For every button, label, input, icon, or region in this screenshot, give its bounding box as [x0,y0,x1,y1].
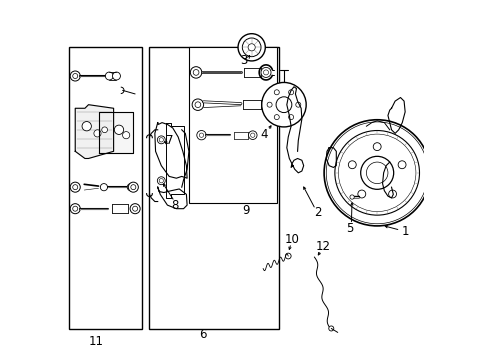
Bar [188,47,276,203]
Circle shape [112,72,120,80]
Circle shape [102,127,107,133]
Circle shape [122,132,129,139]
Text: 11: 11 [88,335,103,348]
Text: 10: 10 [285,233,299,246]
Circle shape [261,67,270,77]
Circle shape [196,131,206,140]
Circle shape [159,138,163,142]
Circle shape [100,184,107,191]
Circle shape [250,133,254,137]
Circle shape [193,69,199,75]
Circle shape [285,253,290,259]
Bar [69,47,142,329]
Polygon shape [75,105,113,158]
Text: 8: 8 [170,199,178,212]
Circle shape [128,182,138,192]
Circle shape [360,156,393,189]
Circle shape [248,131,257,139]
Circle shape [132,206,137,211]
Circle shape [159,179,163,183]
Circle shape [388,190,396,198]
Polygon shape [99,112,133,153]
Text: 4: 4 [260,127,267,141]
Circle shape [274,90,279,95]
Circle shape [263,70,268,75]
Circle shape [264,103,269,107]
Circle shape [114,125,123,134]
Circle shape [192,99,203,111]
Circle shape [295,102,300,107]
Circle shape [157,136,165,144]
Circle shape [157,177,165,185]
Circle shape [334,131,419,215]
Bar [149,47,278,329]
Circle shape [288,90,293,95]
Circle shape [242,38,261,57]
Circle shape [130,204,140,214]
Circle shape [73,73,78,78]
Circle shape [247,44,255,51]
Circle shape [262,100,271,109]
Text: 2: 2 [314,207,321,220]
Text: 3: 3 [239,54,246,67]
Circle shape [73,206,78,211]
Circle shape [105,72,113,80]
Text: 7: 7 [166,134,173,147]
Circle shape [94,130,101,137]
Circle shape [70,204,80,214]
Circle shape [288,114,293,120]
Circle shape [366,162,387,184]
Text: 5: 5 [345,222,352,235]
Text: 1: 1 [401,225,408,238]
Circle shape [357,190,365,198]
Circle shape [190,67,202,78]
Circle shape [276,97,291,113]
Circle shape [70,182,80,192]
Circle shape [328,326,333,331]
Circle shape [238,34,265,61]
Circle shape [261,82,305,127]
Circle shape [324,120,429,226]
Circle shape [325,122,427,224]
Text: 9: 9 [242,204,249,217]
Circle shape [338,134,415,212]
Text: 12: 12 [315,240,330,253]
Circle shape [131,185,136,190]
Circle shape [372,143,380,150]
Circle shape [70,71,80,81]
Text: 6: 6 [199,328,206,341]
Circle shape [266,102,271,107]
Circle shape [199,133,203,137]
Circle shape [73,185,78,190]
Circle shape [274,114,279,120]
Circle shape [195,102,201,108]
Circle shape [127,184,134,191]
Circle shape [82,122,91,131]
Circle shape [397,161,405,169]
Circle shape [347,161,355,169]
Circle shape [349,195,353,199]
